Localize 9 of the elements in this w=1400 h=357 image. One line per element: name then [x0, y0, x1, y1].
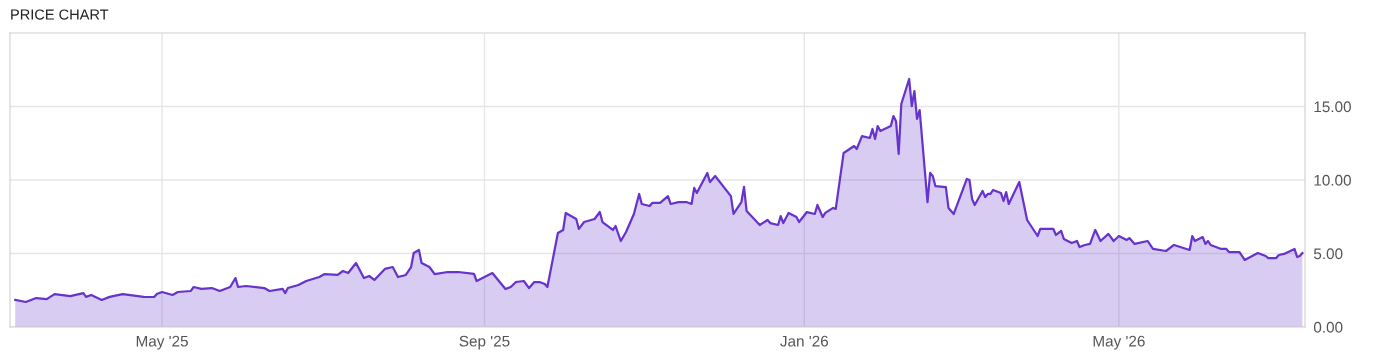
- y-tick-label: 5.00: [1313, 248, 1343, 260]
- x-tick-label: May '25: [136, 335, 188, 350]
- x-tick-label: May '26: [1093, 335, 1145, 350]
- y-tick-label: 0.00: [1313, 321, 1343, 333]
- y-tick-label: 10.00: [1314, 174, 1351, 186]
- x-tick-label: Sep '25: [459, 335, 510, 350]
- y-tick-label: 15.00: [1314, 101, 1351, 113]
- x-tick-label: Jan '26: [780, 335, 829, 347]
- chart-title: PRICE CHART: [11, 9, 109, 20]
